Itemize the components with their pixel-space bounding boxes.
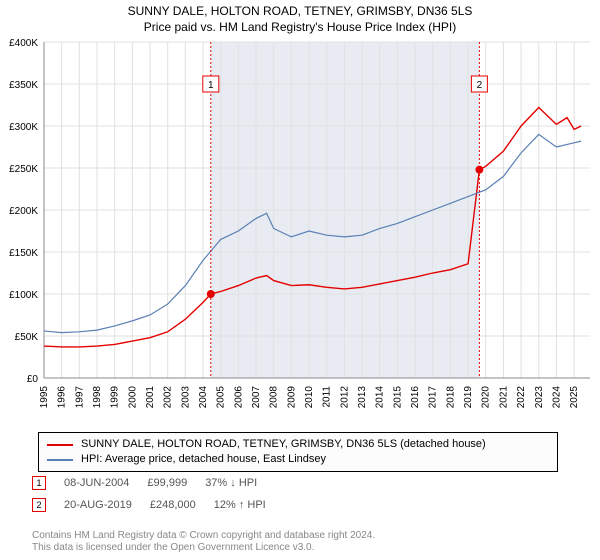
svg-text:2000: 2000 [127, 386, 138, 409]
svg-text:£150K: £150K [9, 248, 38, 259]
svg-text:2020: 2020 [481, 386, 492, 409]
svg-text:2025: 2025 [569, 386, 580, 409]
svg-text:2017: 2017 [428, 386, 439, 409]
svg-text:2016: 2016 [410, 386, 421, 409]
legend: SUNNY DALE, HOLTON ROAD, TETNEY, GRIMSBY… [38, 432, 558, 472]
svg-text:2008: 2008 [269, 386, 280, 409]
legend-label-0: SUNNY DALE, HOLTON ROAD, TETNEY, GRIMSBY… [81, 437, 486, 452]
svg-text:£300K: £300K [9, 122, 38, 133]
svg-text:2006: 2006 [233, 386, 244, 409]
transaction-price-2: £248,000 [150, 499, 196, 511]
svg-text:1996: 1996 [57, 386, 68, 409]
svg-text:2002: 2002 [163, 386, 174, 409]
svg-text:2018: 2018 [445, 386, 456, 409]
svg-text:2014: 2014 [375, 386, 386, 409]
transaction-row-1: 1 08-JUN-2004 £99,999 37% ↓ HPI [32, 476, 257, 490]
transaction-row-2: 2 20-AUG-2019 £248,000 12% ↑ HPI [32, 498, 266, 512]
transaction-pct-2: 12% ↑ HPI [214, 499, 266, 511]
svg-text:2012: 2012 [339, 386, 350, 409]
svg-text:£200K: £200K [9, 206, 38, 217]
svg-text:1995: 1995 [39, 386, 50, 409]
legend-swatch-1 [47, 459, 73, 461]
svg-text:2003: 2003 [180, 386, 191, 409]
svg-text:2009: 2009 [286, 386, 297, 409]
credit-text: Contains HM Land Registry data © Crown c… [32, 530, 375, 554]
transaction-price-1: £99,999 [147, 477, 187, 489]
chart-title: SUNNY DALE, HOLTON ROAD, TETNEY, GRIMSBY… [0, 0, 600, 18]
price-chart: £0 £50K £100K £150K £200K £250K £300K £350K £400… [0, 38, 600, 432]
svg-text:1997: 1997 [74, 386, 85, 409]
transaction-date-2: 20-AUG-2019 [64, 499, 132, 511]
legend-swatch-0 [47, 444, 73, 446]
svg-text:1: 1 [208, 80, 214, 91]
svg-text:2022: 2022 [516, 386, 527, 409]
svg-text:£400K: £400K [9, 38, 38, 49]
svg-text:1998: 1998 [92, 386, 103, 409]
svg-text:1999: 1999 [110, 386, 121, 409]
legend-item-1: HPI: Average price, detached house, East… [47, 452, 549, 467]
svg-text:£250K: £250K [9, 164, 38, 175]
transaction-pct-1: 37% ↓ HPI [205, 477, 257, 489]
transaction-marker-2: 2 [32, 498, 46, 512]
svg-text:£350K: £350K [9, 80, 38, 91]
svg-text:£0: £0 [27, 374, 39, 385]
svg-text:2015: 2015 [392, 386, 403, 409]
svg-text:2005: 2005 [216, 386, 227, 409]
svg-text:2019: 2019 [463, 386, 474, 409]
legend-item-0: SUNNY DALE, HOLTON ROAD, TETNEY, GRIMSBY… [47, 437, 549, 452]
legend-label-1: HPI: Average price, detached house, East… [81, 452, 326, 467]
svg-text:2: 2 [477, 80, 483, 91]
transaction-date-1: 08-JUN-2004 [64, 477, 129, 489]
svg-text:2011: 2011 [322, 386, 333, 408]
svg-text:2023: 2023 [534, 386, 545, 409]
svg-text:£50K: £50K [15, 332, 39, 343]
svg-text:2004: 2004 [198, 386, 209, 409]
svg-text:2007: 2007 [251, 386, 262, 409]
svg-text:2024: 2024 [551, 386, 562, 409]
transaction-marker-1: 1 [32, 476, 46, 490]
svg-text:2001: 2001 [145, 386, 156, 409]
svg-text:£100K: £100K [9, 290, 38, 301]
svg-text:2021: 2021 [498, 386, 509, 409]
svg-text:2013: 2013 [357, 386, 368, 409]
svg-text:2010: 2010 [304, 386, 315, 409]
chart-subtitle: Price paid vs. HM Land Registry's House … [0, 18, 600, 38]
